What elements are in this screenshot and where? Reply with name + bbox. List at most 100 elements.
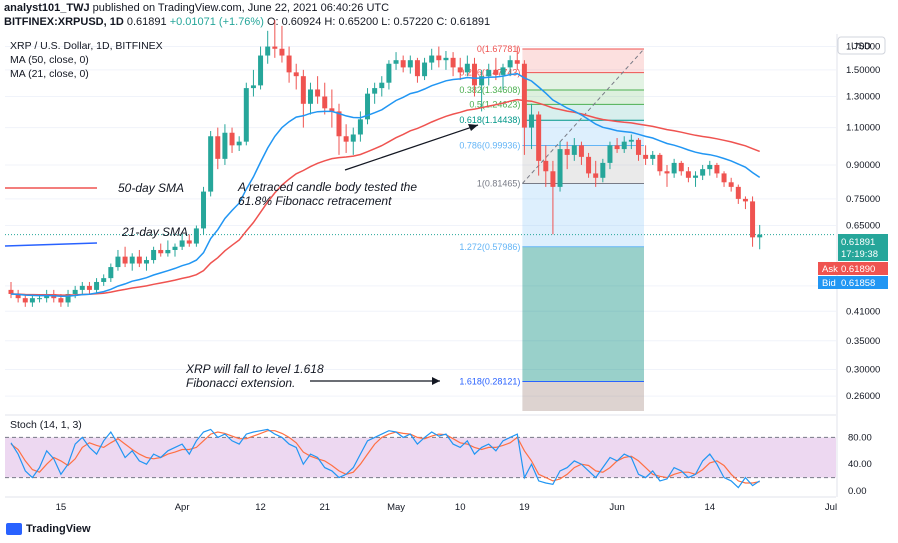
candle-body — [365, 93, 371, 120]
legend-ma21[interactable]: MA (21, close, 0) — [10, 68, 89, 80]
time-tick-label: 21 — [319, 502, 330, 513]
stoch-band — [5, 437, 836, 478]
candle-body — [186, 240, 192, 244]
currency-box[interactable] — [837, 36, 886, 55]
bid-tag — [818, 276, 888, 289]
candle-body — [229, 132, 235, 146]
candle-body — [728, 182, 734, 187]
fib-level-label: 0.618(1.14438) — [459, 115, 520, 125]
candle-body — [578, 145, 584, 157]
fib-zone — [522, 72, 644, 91]
price-axis[interactable]: USD 1.50000 1.30000 1.10000 0.90000 0.75000 0… — [837, 36, 886, 402]
time-tick-label: Jun — [609, 502, 624, 513]
candle-body — [407, 60, 413, 68]
candle-body — [593, 173, 599, 178]
candle-body — [250, 85, 256, 89]
candle-body — [136, 256, 142, 264]
candle-body — [37, 298, 43, 300]
candle-body — [443, 57, 449, 61]
sma50-label: 50-day SMA — [118, 181, 184, 195]
candle-body — [236, 141, 242, 146]
legend-ma50[interactable]: MA (50, close, 0) — [10, 54, 89, 66]
time-tick-label: 12 — [255, 502, 266, 513]
candle-body — [493, 69, 499, 75]
time-axis[interactable]: 15 Apr 12 21 May 10 19 Jun 14 Jul — [56, 502, 837, 513]
candle-body — [94, 281, 100, 290]
candles — [8, 20, 763, 307]
moving-averages — [10, 72, 761, 298]
candle-body — [115, 256, 121, 268]
candle-body — [700, 169, 706, 176]
candle-body — [635, 139, 641, 155]
candle-body — [101, 278, 107, 282]
candle-body — [735, 186, 741, 199]
stoch-tick-label: 40.00 — [848, 459, 872, 470]
published-text: published on TradingView.com, June 22, 2… — [92, 2, 390, 14]
time-tick-label: 10 — [455, 502, 466, 513]
legend: XRP / U.S. Dollar, 1D, BITFINEX MA (50, … — [10, 40, 163, 431]
price-tick-label: 0.26000 — [846, 391, 880, 402]
bid-tag-value: 0.61858 — [841, 278, 875, 289]
candle-body — [29, 298, 35, 303]
candle-body — [450, 57, 456, 68]
candle-body — [151, 249, 157, 261]
candle-body — [307, 89, 313, 104]
candle-body — [536, 114, 542, 161]
candle-body — [543, 160, 549, 172]
fib-level-label: 0.382(1.34608) — [459, 85, 520, 95]
candle-body — [514, 60, 520, 64]
fib-level-label: 0.786(0.99936) — [459, 140, 520, 150]
candle-body — [386, 63, 392, 83]
fib-trend-line — [522, 48, 645, 184]
candle-body — [457, 67, 463, 73]
candle-body — [315, 89, 321, 97]
candle-body — [621, 141, 627, 150]
ma50-line — [10, 98, 760, 296]
ask-tag-label: Ask — [822, 264, 838, 275]
candle-body — [486, 69, 492, 77]
candle-body — [86, 285, 92, 290]
candle-body — [193, 228, 199, 244]
candle-body — [8, 289, 14, 294]
fib-level-label: 0(1.67781) — [477, 44, 521, 54]
countdown-tag-value: 17:19:38 — [841, 249, 878, 260]
price-tick-label: 0.30000 — [846, 364, 880, 375]
fib-zone — [522, 381, 644, 411]
ohlc-text: O: 0.60924 H: 0.65200 L: 0.57220 C: 0.61… — [266, 16, 491, 28]
candle-body — [15, 293, 21, 299]
time-tick-label: May — [387, 502, 405, 513]
fib-level-label: 1.272(0.57986) — [459, 242, 520, 252]
fall-note-line1: XRP will fall to level 1.618 — [185, 362, 324, 376]
tradingview-footer[interactable]: TradingView — [6, 523, 91, 535]
annotations: 50-day SMA 21-day SMA A retraced candle … — [4, 124, 479, 390]
candle-body — [322, 96, 328, 109]
candle-body — [172, 246, 178, 250]
publisher-name[interactable]: analyst101_TWJ — [4, 2, 90, 14]
fib-zone — [522, 90, 644, 105]
chart-canvas[interactable]: 0(1.67781)0.236(1.47743)0.382(1.34608)0.… — [0, 0, 898, 520]
retrace-arrow — [344, 124, 479, 171]
candle-body — [79, 285, 85, 290]
symbol-name: BITFINEX:XRPUSD, 1D — [4, 16, 124, 28]
candle-body — [521, 63, 527, 128]
legend-stoch[interactable]: Stoch (14, 1, 3) — [10, 419, 82, 431]
candle-body — [600, 162, 606, 178]
candle-body — [479, 76, 485, 86]
candle-body — [571, 145, 577, 155]
time-tick-label: Apr — [175, 502, 190, 513]
candle-body — [564, 149, 570, 155]
candle-body — [336, 111, 342, 137]
stoch-axis: 80.00 40.00 0.00 — [848, 432, 872, 497]
candle-body — [329, 108, 335, 112]
candle-body — [557, 149, 563, 187]
candle-body — [300, 76, 306, 104]
footer-brand: TradingView — [26, 523, 91, 535]
change-text: +0.01071 (+1.76%) — [169, 16, 264, 28]
price-tags: 0.61891 17:19:38 Ask 0.61890 Bid 0.61858 — [818, 234, 888, 289]
price-tick-label: 0.41000 — [846, 306, 880, 317]
stochastic-pane — [5, 428, 836, 489]
candle-body — [757, 234, 763, 238]
ask-tag-value: 0.61890 — [841, 264, 875, 275]
candle-body — [272, 46, 278, 49]
candle-body — [58, 298, 64, 303]
